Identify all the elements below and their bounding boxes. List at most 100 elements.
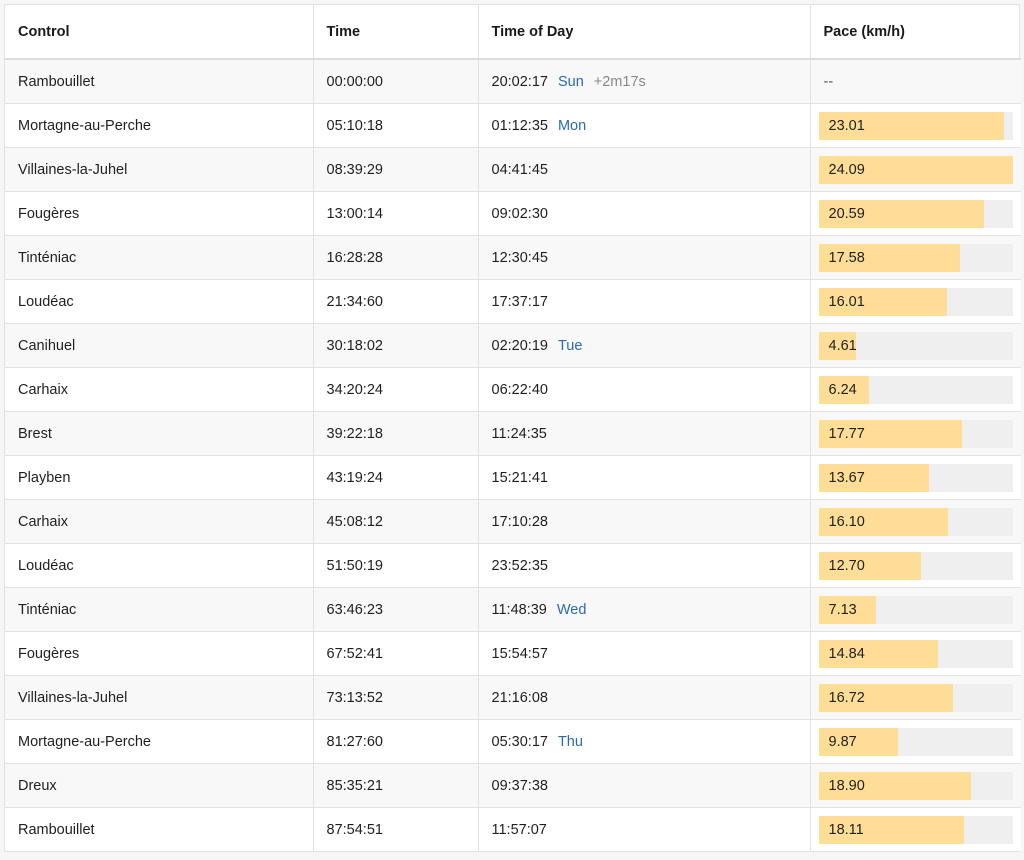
pace-bar-fill	[818, 419, 962, 448]
header-pace[interactable]: Pace (km/h)	[810, 5, 1021, 60]
pace-value: 4.61	[828, 337, 857, 354]
time-of-day-cell: 09:37:38	[478, 763, 811, 808]
control-name: Villaines-la-Juhel	[5, 675, 314, 720]
control-name: Rambouillet	[5, 59, 314, 104]
pace-value: 12.70	[828, 557, 865, 574]
header-time[interactable]: Time	[313, 5, 479, 60]
control-name: Canihuel	[5, 323, 314, 368]
time-of-day-cell: 11:57:07	[478, 807, 811, 851]
pace-value: 13.67	[828, 469, 865, 486]
pace-table-container: Control Time Time of Day Pace (km/h) Ram…	[4, 4, 1021, 852]
table-row: Playben 43:19:24 15:21:41 13.67	[5, 455, 1021, 500]
table-row: Mortagne-au-Perche 81:27:60 05:30:17 Thu 9.8…	[5, 719, 1021, 764]
elapsed-time: 05:10:18	[313, 103, 479, 148]
elapsed-time: 39:22:18	[313, 411, 479, 456]
pace-bar-fill	[818, 375, 869, 404]
time-of-day: 23:52:35	[491, 557, 548, 574]
time-of-day: 15:54:57	[491, 645, 548, 662]
table-row: Mortagne-au-Perche 05:10:18 01:12:35 Mon 23.…	[5, 103, 1021, 148]
day-label: Wed	[556, 601, 587, 618]
pace-bar-track: 14.84	[818, 639, 1013, 668]
pace-cell: 9.87	[810, 719, 1021, 764]
time-of-day-cell: 17:10:28	[478, 499, 811, 544]
table-row: Fougères 13:00:14 09:02:30 20.59	[5, 191, 1021, 236]
elapsed-time: 45:08:12	[313, 499, 479, 544]
pace-bar-track: 9.87	[818, 727, 1013, 756]
elapsed-time: 34:20:24	[313, 367, 479, 412]
table-row: Villaines-la-Juhel 08:39:29 04:41:45 24.09	[5, 147, 1021, 192]
elapsed-time: 00:00:00	[313, 59, 479, 104]
header-control[interactable]: Control	[5, 5, 314, 60]
elapsed-time: 87:54:51	[313, 807, 479, 851]
table-row: Fougères 67:52:41 15:54:57 14.84	[5, 631, 1021, 676]
pace-bar-track: 4.61	[818, 331, 1013, 360]
pace-value: 14.84	[828, 645, 865, 662]
pace-value: 9.87	[828, 733, 857, 750]
elapsed-time: 21:34:60	[313, 279, 479, 324]
elapsed-time: 08:39:29	[313, 147, 479, 192]
control-name: Fougères	[5, 191, 314, 236]
pace-bar-fill	[818, 595, 876, 624]
pace-bar-track: 16.10	[818, 507, 1013, 536]
header-time-of-day[interactable]: Time of Day	[478, 5, 811, 60]
control-name: Mortagne-au-Perche	[5, 719, 314, 764]
pace-cell: 23.01	[810, 103, 1021, 148]
pace-bar-track: 18.90	[818, 771, 1013, 800]
time-of-day: 02:20:19	[491, 337, 548, 354]
pace-cell: 7.13	[810, 587, 1021, 632]
time-of-day-cell: 17:37:17	[478, 279, 811, 324]
time-of-day-cell: 01:12:35 Mon	[478, 103, 811, 148]
time-of-day-cell: 15:21:41	[478, 455, 811, 500]
control-name: Loudéac	[5, 543, 314, 588]
pace-bar-fill	[818, 683, 954, 712]
control-name: Tinténiac	[5, 587, 314, 632]
table-row: Carhaix 45:08:12 17:10:28 16.10	[5, 499, 1021, 544]
pace-bar-fill	[818, 199, 985, 228]
elapsed-time: 67:52:41	[313, 631, 479, 676]
table-row: Brest 39:22:18 11:24:35 17.77	[5, 411, 1021, 456]
pace-bar-track: 23.01	[818, 111, 1013, 140]
day-label: Mon	[557, 117, 587, 134]
time-of-day: 01:12:35	[491, 117, 548, 134]
time-of-day: 04:41:45	[491, 161, 548, 178]
pace-bar-fill	[818, 243, 961, 272]
table-row: Dreux 85:35:21 09:37:38 18.90	[5, 763, 1021, 808]
time-of-day-cell: 06:22:40	[478, 367, 811, 412]
pace-value: 17.58	[828, 249, 865, 266]
table-header-row: Control Time Time of Day Pace (km/h)	[5, 5, 1021, 60]
pace-bar-track: 24.09	[818, 155, 1013, 184]
time-of-day-cell: 09:02:30	[478, 191, 811, 236]
pace-value: 17.77	[828, 425, 865, 442]
pace-bar-track: 16.01	[818, 287, 1013, 316]
time-of-day: 09:37:38	[491, 777, 548, 794]
control-name: Rambouillet	[5, 807, 314, 851]
start-offset: +2m17s	[593, 73, 646, 90]
pace-bar-track: 17.77	[818, 419, 1013, 448]
pace-cell: 18.11	[810, 807, 1021, 851]
table-row: Rambouillet 00:00:00 20:02:17 Sun +2m17s --	[5, 59, 1021, 104]
table-row: Loudéac 21:34:60 17:37:17 16.01	[5, 279, 1021, 324]
control-name: Carhaix	[5, 499, 314, 544]
table-body: Rambouillet 00:00:00 20:02:17 Sun +2m17s -- Mo…	[5, 59, 1021, 851]
time-of-day-cell: 11:24:35	[478, 411, 811, 456]
pace-bar-fill	[818, 551, 921, 580]
pace-cell: 16.10	[810, 499, 1021, 544]
time-of-day-cell: 05:30:17 Thu	[478, 719, 811, 764]
day-label: Tue	[557, 337, 583, 354]
elapsed-time: 85:35:21	[313, 763, 479, 808]
time-of-day-cell: 21:16:08	[478, 675, 811, 720]
time-of-day: 20:02:17	[491, 73, 548, 90]
pace-bar-track: 6.24	[818, 375, 1013, 404]
elapsed-time: 63:46:23	[313, 587, 479, 632]
time-of-day: 11:24:35	[491, 425, 547, 442]
pace-value: 24.09	[828, 161, 865, 178]
elapsed-time: 30:18:02	[313, 323, 479, 368]
pace-bar-track: 16.72	[818, 683, 1013, 712]
time-of-day: 17:37:17	[491, 293, 548, 310]
elapsed-time: 13:00:14	[313, 191, 479, 236]
time-of-day: 11:57:07	[491, 821, 547, 838]
time-of-day: 11:48:39	[491, 601, 547, 618]
time-of-day: 15:21:41	[491, 469, 548, 486]
pace-bar-fill	[818, 463, 929, 492]
time-of-day-cell: 15:54:57	[478, 631, 811, 676]
